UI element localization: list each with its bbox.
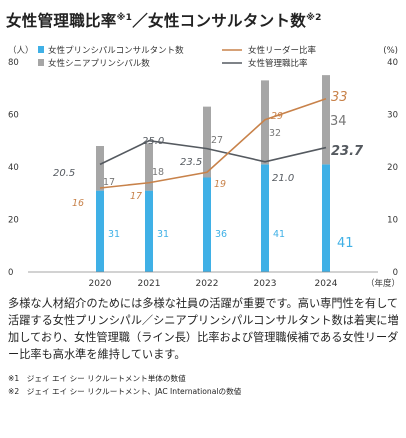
description-text: 多様な人材紹介のためには多様な社員の活躍が重要です。高い専門性を有して活躍する女… [8, 297, 399, 361]
combo-chart: （人） (%) 0 20 40 60 80 0 10 20 30 40 女性プリンシパルコンサルタント数… [8, 45, 400, 289]
bar-principal [96, 190, 104, 272]
legend-label-senior: 女性シニアプリンシパル数 [48, 58, 150, 69]
data-label-manager: 20.5 [53, 168, 75, 179]
bar-principal [203, 177, 211, 272]
footnote-1: ※1 ジェイ エイ シー リクルートメント単体の数値 [8, 374, 186, 383]
legend-label-manager: 女性管理職比率 [248, 58, 308, 69]
bar-principal [145, 190, 153, 272]
title-part1: 女性管理職比率 [6, 12, 117, 30]
bar-principal [261, 164, 269, 272]
left-tick-label: 0 [8, 268, 13, 278]
left-tick-label: 40 [8, 163, 19, 173]
title-footnote-mark2: ※2 [306, 13, 322, 23]
title-part2: 女性コンサルタント数 [148, 12, 307, 30]
data-label-senior: 18 [152, 167, 164, 178]
left-tick-label: 60 [8, 111, 19, 121]
legend-swatch-principal [38, 46, 44, 53]
right-axis-unit: (%) [383, 46, 398, 56]
right-tick-label: 40 [387, 58, 398, 68]
data-label-senior: 34 [330, 114, 347, 129]
data-label-leader: 33 [331, 90, 348, 105]
data-label-principal: 31 [157, 229, 169, 240]
title-separator: ／ [132, 12, 149, 30]
data-label-principal: 41 [337, 236, 354, 251]
data-label-leader: 16 [72, 198, 84, 209]
data-label-manager: 25.0 [142, 136, 164, 147]
category-label: 2020 [89, 279, 112, 289]
data-label-principal: 31 [108, 229, 120, 240]
x-axis-label: （年度） [366, 278, 400, 289]
left-tick-label: 80 [8, 58, 19, 68]
data-label-senior: 32 [269, 128, 281, 139]
footnote-2: ※2 ジェイ エイ シー リクルートメント、JAC Internationalの… [8, 387, 242, 396]
data-label-principal: 41 [273, 229, 285, 240]
data-label-leader: 29 [271, 111, 283, 122]
data-label-principal: 36 [215, 229, 227, 240]
right-tick-label: 20 [387, 163, 398, 173]
data-label-leader: 17 [130, 191, 142, 202]
data-label-senior: 17 [103, 177, 115, 188]
line-leader [99, 97, 327, 189]
category-label: 2023 [254, 279, 277, 289]
data-label-manager: 23.7 [331, 144, 364, 159]
line-manager [99, 139, 327, 166]
category-label: 2022 [196, 279, 219, 289]
left-tick-label: 20 [8, 216, 19, 226]
data-label-senior: 27 [211, 135, 223, 146]
right-tick-label: 10 [387, 216, 398, 226]
category-label: 2024 [315, 279, 338, 289]
bar-senior [322, 75, 330, 165]
bar-senior [145, 143, 153, 191]
left-axis-unit: （人） [8, 45, 34, 56]
right-tick-label: 30 [387, 111, 398, 121]
legend-label-principal: 女性プリンシパルコンサルタント数 [48, 45, 184, 56]
bar-principal [322, 164, 330, 272]
legend-label-leader: 女性リーダー比率 [248, 45, 317, 56]
data-label-manager: 21.0 [272, 173, 294, 184]
chart-title: 女性管理職比率※1／女性コンサルタント数※2 [6, 9, 322, 31]
legend-swatch-senior [38, 59, 44, 66]
bar-senior [261, 80, 269, 165]
bar-senior [203, 106, 211, 178]
title-footnote-mark1: ※1 [116, 13, 133, 23]
category-label: 2021 [138, 279, 161, 289]
bar-senior [96, 146, 104, 191]
data-label-manager: 23.5 [180, 157, 202, 168]
right-tick-label: 0 [393, 268, 398, 278]
data-label-leader: 19 [214, 179, 226, 190]
